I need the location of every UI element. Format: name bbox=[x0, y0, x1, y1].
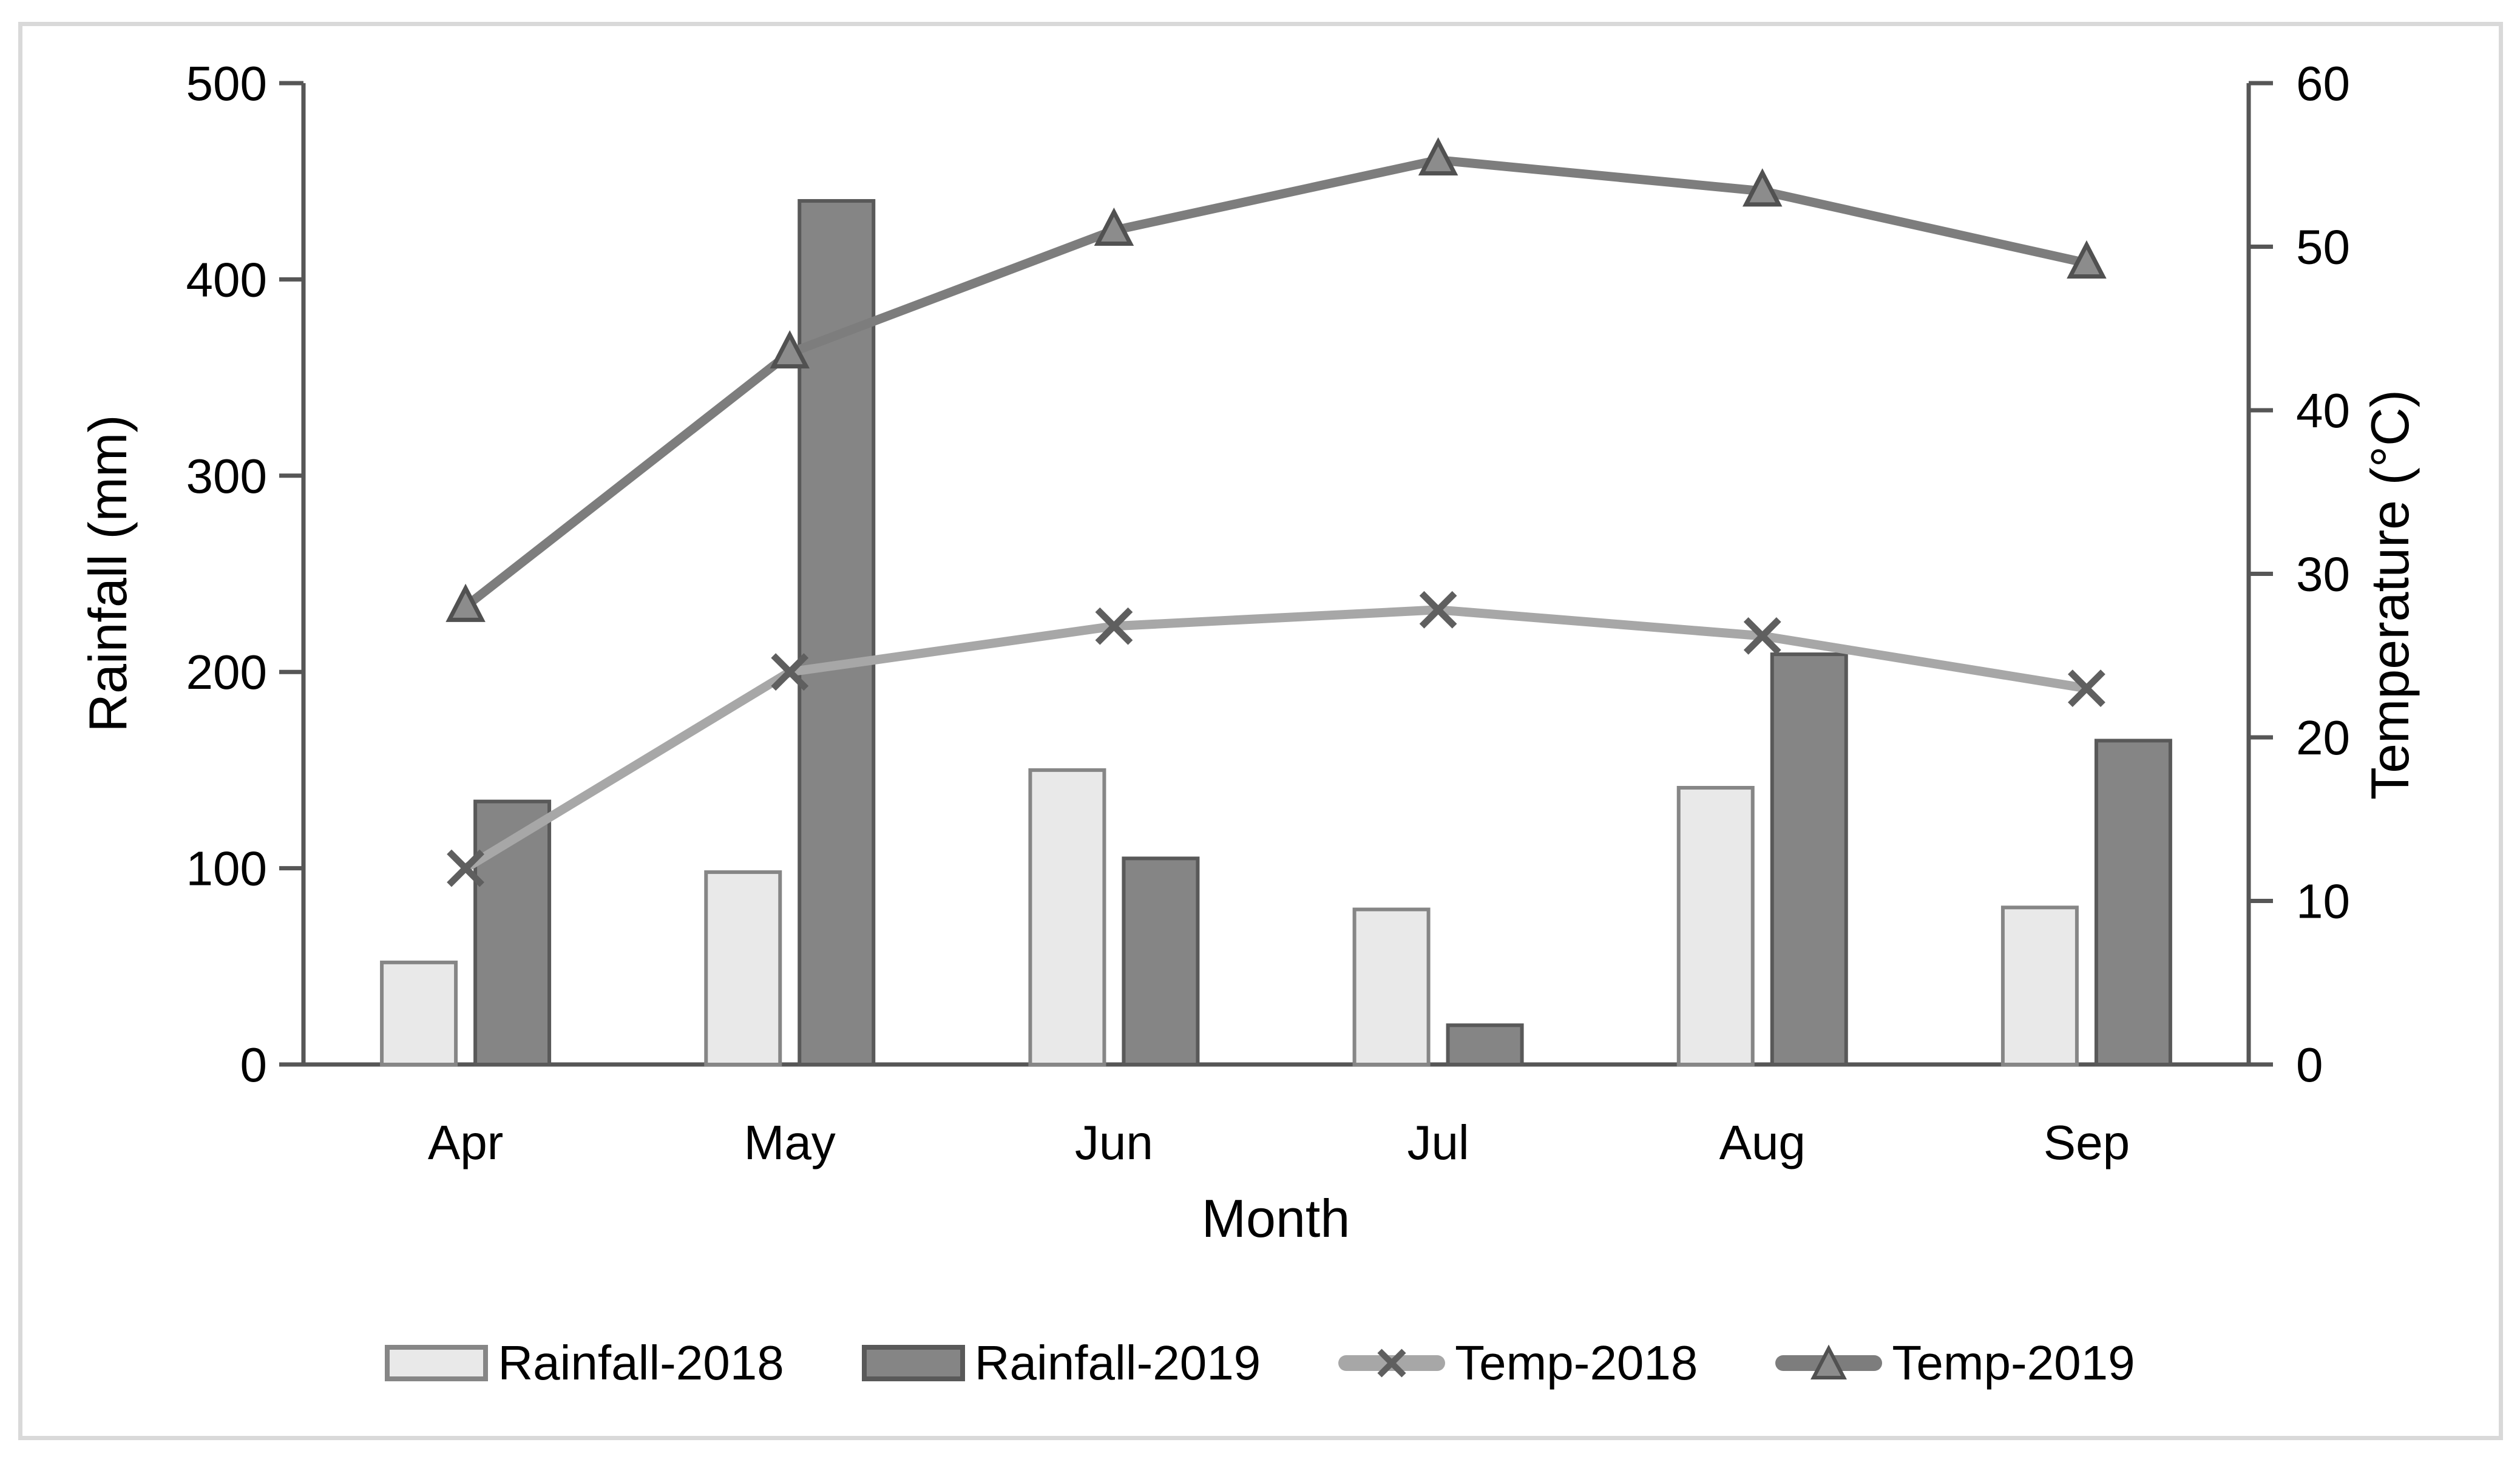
y-right-tick-label-20: 20 bbox=[2296, 711, 2350, 765]
marker-temp-2018-apr bbox=[447, 849, 484, 887]
legend-key-rainfall-2019 bbox=[861, 1345, 965, 1381]
legend-label: Temp-2018 bbox=[1455, 1336, 1698, 1390]
line-temp-2018 bbox=[461, 605, 2092, 873]
x-marker-icon bbox=[1377, 1349, 1406, 1378]
y-right-tick-label-10: 10 bbox=[2296, 875, 2350, 929]
legend-key-temp-2018 bbox=[1338, 1344, 1446, 1382]
marker-temp-2019-may bbox=[770, 330, 810, 369]
x-tick-label-may: May bbox=[744, 1115, 836, 1169]
marker-temp-2019-sep bbox=[2067, 240, 2107, 279]
line-temp-2019 bbox=[461, 155, 2092, 611]
y-left-tick-label-500: 500 bbox=[186, 56, 267, 110]
legend-item-rainfall-2018: Rainfall-2018 bbox=[385, 1335, 784, 1391]
x-axis-title: Month bbox=[1201, 1188, 1350, 1248]
bar-rainfall-2018-jul bbox=[1352, 907, 1431, 1067]
x-tick-label-apr: Apr bbox=[428, 1115, 504, 1169]
x-tick-label-sep: Sep bbox=[2044, 1115, 2130, 1169]
marker-temp-2019-apr bbox=[445, 583, 486, 622]
marker-temp-2018-may bbox=[771, 653, 809, 691]
x-tick-label-jul: Jul bbox=[1407, 1115, 1469, 1169]
legend-item-temp-2019: Temp-2019 bbox=[1775, 1335, 2135, 1391]
legend-label: Temp-2019 bbox=[1892, 1336, 2135, 1390]
y-right-tick-label-40: 40 bbox=[2296, 384, 2350, 438]
bar-rainfall-2018-apr bbox=[380, 960, 458, 1067]
left-axis-title: Rainfall (mm) bbox=[78, 415, 138, 733]
bar-rainfall-2019-aug bbox=[1770, 652, 1848, 1066]
marker-temp-2018-jul bbox=[1419, 591, 1457, 629]
legend-key-rainfall-2018 bbox=[385, 1345, 489, 1381]
bar-rainfall-2019-jun bbox=[1122, 856, 1200, 1067]
y-left-tick-label-400: 400 bbox=[186, 252, 267, 306]
bar-rainfall-2019-may bbox=[798, 199, 876, 1066]
marker-temp-2019-jul bbox=[1418, 137, 1458, 176]
bar-rainfall-2019-sep bbox=[2094, 739, 2172, 1066]
right-axis-title: Temperature (°C) bbox=[2360, 390, 2420, 800]
bar-rainfall-2019-apr bbox=[473, 799, 552, 1067]
legend-item-rainfall-2019: Rainfall-2019 bbox=[861, 1335, 1261, 1391]
y-right-tick-label-60: 60 bbox=[2296, 56, 2350, 110]
bar-rainfall-2018-may bbox=[704, 870, 782, 1066]
legend-item-temp-2018: Temp-2018 bbox=[1338, 1335, 1698, 1391]
marker-temp-2018-sep bbox=[2068, 669, 2105, 708]
y-left-tick-label-100: 100 bbox=[186, 842, 267, 896]
marker-temp-2018-jun bbox=[1095, 607, 1133, 645]
x-tick-label-aug: Aug bbox=[1719, 1115, 1806, 1169]
legend-key-temp-2019 bbox=[1775, 1344, 1883, 1382]
marker-temp-2018-aug bbox=[1743, 617, 1781, 655]
y-right-tick-label-0: 0 bbox=[2296, 1038, 2323, 1092]
legend: Rainfall-2018 Rainfall-2019 Temp-2018 Temp-… bbox=[0, 1327, 2520, 1399]
bar-rainfall-2018-jun bbox=[1028, 768, 1106, 1067]
x-tick-label-jun: Jun bbox=[1075, 1115, 1153, 1169]
y-right-tick-label-30: 30 bbox=[2296, 547, 2350, 601]
legend-label: Rainfall-2018 bbox=[498, 1336, 784, 1390]
bar-rainfall-2019-jul bbox=[1446, 1023, 1524, 1066]
y-left-tick-label-0: 0 bbox=[240, 1038, 268, 1092]
triangle-marker-icon bbox=[1810, 1344, 1848, 1379]
marker-temp-2019-aug bbox=[1742, 168, 1783, 207]
y-left-tick-label-200: 200 bbox=[186, 645, 267, 699]
marker-temp-2019-jun bbox=[1094, 207, 1134, 246]
legend-label: Rainfall-2019 bbox=[974, 1336, 1261, 1390]
y-right-tick-label-50: 50 bbox=[2296, 220, 2350, 274]
y-left-tick-label-300: 300 bbox=[186, 449, 267, 503]
bar-rainfall-2018-aug bbox=[1676, 786, 1755, 1066]
bar-rainfall-2018-sep bbox=[2000, 905, 2079, 1067]
